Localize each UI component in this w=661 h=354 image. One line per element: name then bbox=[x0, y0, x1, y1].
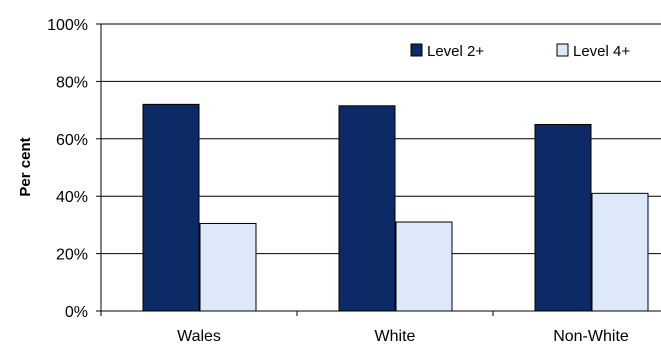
bars bbox=[142, 103, 649, 312]
bar-level-4--non-white bbox=[591, 192, 649, 312]
x-tick-label: White bbox=[375, 328, 416, 345]
legend-swatch bbox=[410, 43, 423, 57]
bar-level-2--wales bbox=[142, 103, 200, 312]
y-tick-label: 60% bbox=[56, 132, 88, 149]
y-tick-label: 40% bbox=[56, 189, 88, 206]
bar-level-4--wales bbox=[199, 222, 257, 312]
y-tick-label: 100% bbox=[47, 17, 88, 34]
x-tick-label: Wales bbox=[177, 328, 221, 345]
x-tick-labels: Wales White Non-White bbox=[177, 328, 629, 345]
legend: Level 2+ Level 4+ bbox=[410, 43, 630, 60]
legend-swatch bbox=[556, 43, 569, 57]
y-tick-label: 0% bbox=[65, 304, 88, 321]
bar-level-2--white bbox=[338, 105, 396, 312]
x-tick-label: Non-White bbox=[553, 328, 629, 345]
y-axis-label: Per cent bbox=[17, 137, 34, 196]
y-tick-label: 80% bbox=[56, 74, 88, 91]
legend-label: Level 2+ bbox=[427, 43, 484, 60]
legend-label: Level 4+ bbox=[573, 43, 630, 60]
bar-level-2--non-white bbox=[534, 123, 592, 312]
y-tick-label: 20% bbox=[56, 247, 88, 264]
y-tick-labels: 0% 20% 40% 60% 80% 100% bbox=[47, 17, 88, 321]
bar-level-4--white bbox=[395, 221, 453, 312]
axes bbox=[100, 24, 661, 312]
